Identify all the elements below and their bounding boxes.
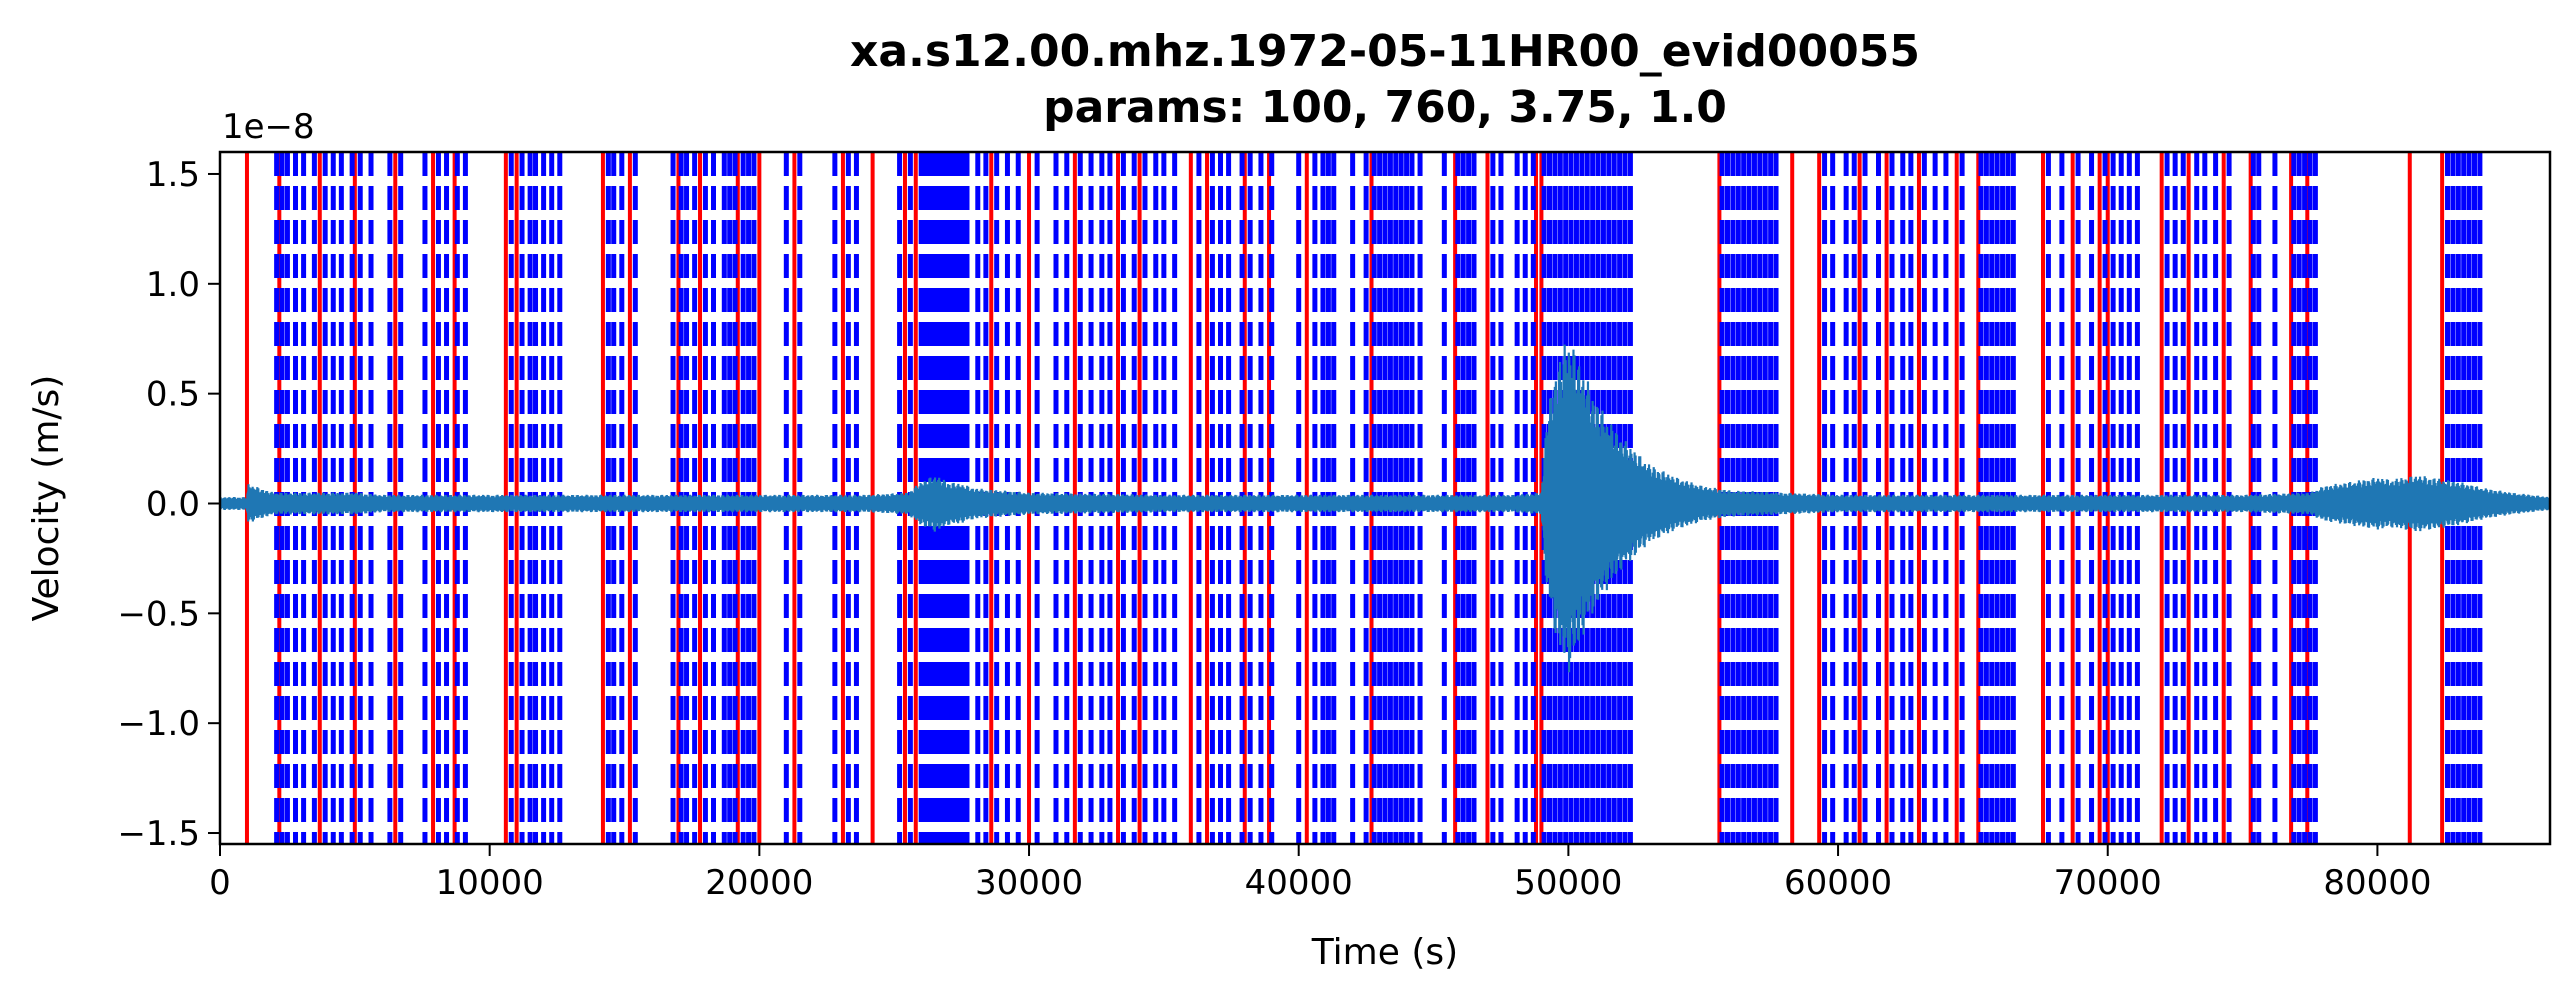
x-axis-label: Time (s): [1311, 932, 1458, 973]
x-tick-label: 60000: [1784, 863, 1892, 903]
trace-line: [220, 344, 2550, 673]
y-tick-label: 0.5: [146, 375, 200, 415]
plot-area: [218, 150, 2552, 846]
y-axis: −1.5 −1.0 −0.5 0.0 0.5 1.0 1.5: [117, 155, 220, 854]
y-tick-label: 1.5: [146, 155, 200, 195]
x-tick-label: 30000: [975, 863, 1083, 903]
seismic-trace: [220, 344, 2550, 673]
x-tick-label: 70000: [2054, 863, 2162, 903]
y-tick-label: 1.0: [146, 265, 200, 305]
x-tick-label: 80000: [2323, 863, 2431, 903]
x-tick-label: 10000: [436, 863, 544, 903]
x-tick-label: 40000: [1245, 863, 1353, 903]
y-tick-label: −0.5: [117, 594, 200, 634]
y-tick-label: 0.0: [146, 484, 200, 524]
y-tick-label: −1.0: [117, 704, 200, 744]
plot-frame: [218, 150, 2552, 846]
x-tick-label: 0: [209, 863, 231, 903]
y-axis-label: Velocity (m/s): [26, 375, 67, 622]
y-offset-text: 1e−8: [222, 107, 315, 147]
x-axis: 0 10000 20000 30000 40000 50000 60000 70000 8000…: [209, 844, 2431, 903]
y-tick-label: −1.5: [117, 814, 200, 854]
chart-title: xa.s12.00.mhz.1972-05-11HR00_evid00055: [850, 26, 1920, 77]
chart-subtitle: params: 100, 760, 3.75, 1.0: [1043, 82, 1727, 133]
x-tick-label: 20000: [705, 863, 813, 903]
x-tick-label: 50000: [1514, 863, 1622, 903]
